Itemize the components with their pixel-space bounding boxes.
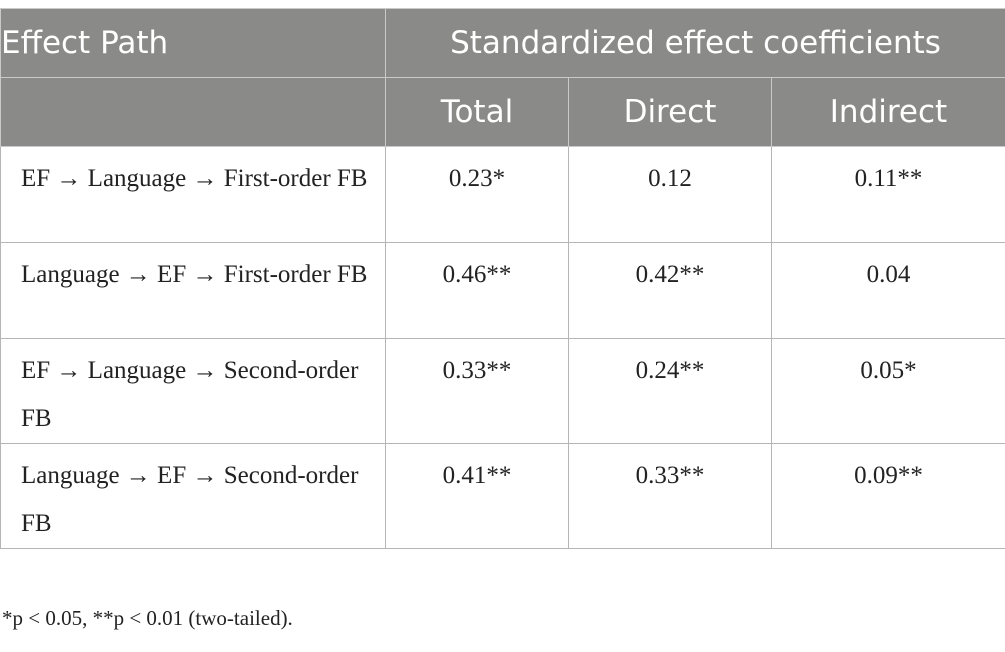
header-total: Total — [385, 77, 569, 147]
direct-cell: 0.12 — [568, 146, 772, 243]
header-direct: Direct — [568, 77, 772, 147]
header-standardized-effect-coefficients: Standardized effect coefficients — [385, 8, 1005, 78]
effect-coefficients-table: Effect Path Standardized effect coeffici… — [0, 8, 1005, 549]
indirect-cell: 0.11** — [771, 146, 1005, 243]
header-empty-cell — [0, 77, 386, 147]
total-cell: 0.41** — [385, 443, 569, 549]
table-footnote: *p < 0.05, **p < 0.01 (two-tailed). — [2, 606, 293, 630]
table-row: Language → EF → Second-order FB 0.41** 0… — [0, 443, 1005, 549]
total-cell: 0.46** — [385, 242, 569, 339]
effect-path-cell: Language → EF → First-order FB — [0, 242, 386, 339]
header-effect-path: Effect Path — [0, 8, 386, 78]
indirect-cell: 0.05* — [771, 338, 1005, 444]
effect-path-cell: EF → Language → First-order FB — [0, 146, 386, 243]
total-cell: 0.33** — [385, 338, 569, 444]
effect-path-cell: EF → Language → Second-order FB — [0, 338, 386, 444]
table-row: EF → Language → First-order FB 0.23* 0.1… — [0, 146, 1005, 243]
header-indirect: Indirect — [771, 77, 1005, 147]
direct-cell: 0.33** — [568, 443, 772, 549]
direct-cell: 0.24** — [568, 338, 772, 444]
indirect-cell: 0.04 — [771, 242, 1005, 339]
header-row-top: Effect Path Standardized effect coeffici… — [0, 8, 1005, 78]
direct-cell: 0.42** — [568, 242, 772, 339]
table-row: Language → EF → First-order FB 0.46** 0.… — [0, 242, 1005, 339]
indirect-cell: 0.09** — [771, 443, 1005, 549]
table-row: EF → Language → Second-order FB 0.33** 0… — [0, 338, 1005, 444]
header-row-sub: Total Direct Indirect — [0, 77, 1005, 147]
total-cell: 0.23* — [385, 146, 569, 243]
effect-path-cell: Language → EF → Second-order FB — [0, 443, 386, 549]
